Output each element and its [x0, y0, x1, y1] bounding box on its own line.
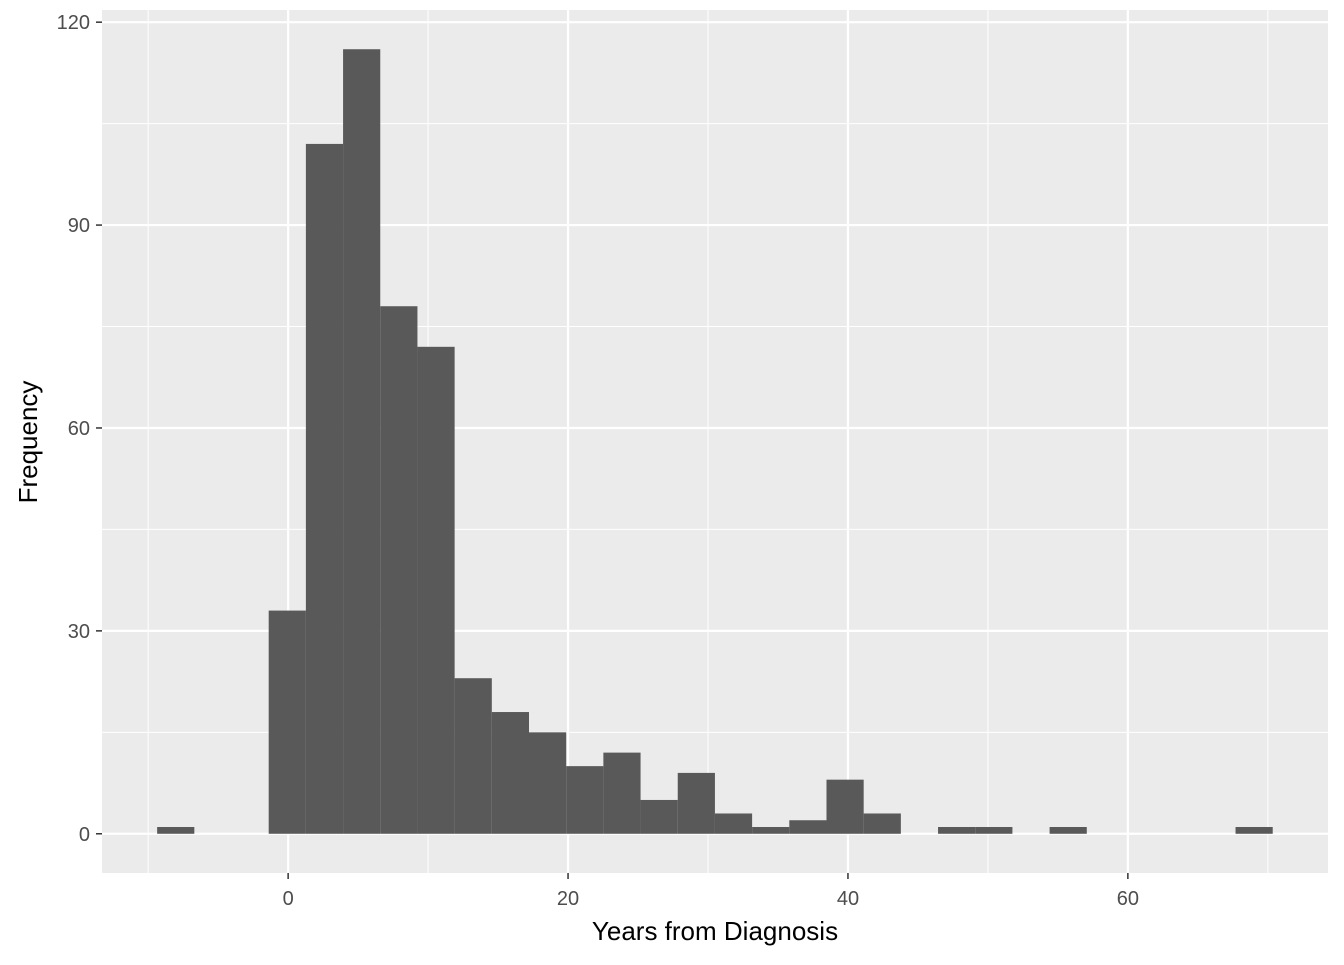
histogram-bar [677, 772, 715, 834]
histogram-bar [268, 610, 306, 834]
y-tick-label: 90 [68, 215, 90, 237]
histogram-bar [640, 799, 678, 834]
histogram-bar [714, 813, 753, 834]
x-tick-label: 0 [283, 888, 294, 910]
histogram-bar [380, 306, 418, 834]
histogram-bar [1049, 827, 1087, 834]
histogram-bar [529, 732, 567, 834]
x-tick-label: 60 [1117, 888, 1139, 910]
histogram-bar [566, 766, 604, 834]
histogram-bar [343, 49, 381, 834]
histogram-bar [863, 813, 901, 834]
x-axis-label: Years from Diagnosis [592, 916, 838, 946]
histogram-bar [752, 827, 790, 834]
histogram-bar [938, 827, 976, 834]
histogram-bar [975, 827, 1013, 834]
y-tick-label: 60 [68, 418, 90, 440]
histogram-bar [603, 752, 641, 834]
histogram-bar [826, 779, 864, 834]
y-axis-label: Frequency [13, 381, 43, 504]
histogram-bar [789, 820, 827, 834]
histogram-bar [417, 346, 455, 834]
y-tick-label: 0 [79, 824, 90, 846]
bars [157, 49, 1273, 834]
histogram-bar [157, 827, 195, 834]
tick-labels: 0 20 40 60 0 30 60 90 120 [57, 12, 1139, 910]
histogram-bar [305, 143, 344, 834]
x-tick-label: 20 [557, 888, 579, 910]
y-tick-label: 120 [57, 12, 90, 34]
histogram-bar [491, 712, 530, 834]
x-tick-label: 40 [837, 888, 859, 910]
histogram-bar [1235, 827, 1273, 834]
y-tick-label: 30 [68, 621, 90, 643]
histogram-bar [454, 678, 492, 834]
